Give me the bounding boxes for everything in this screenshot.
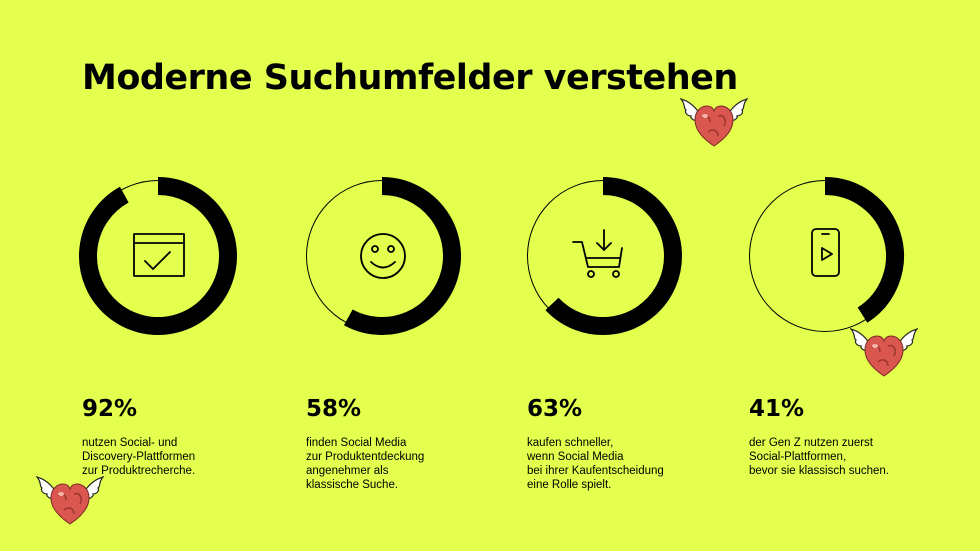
box-check-icon <box>133 233 185 277</box>
stat-description: kaufen schneller, wenn Social Media bei … <box>527 436 727 492</box>
winged-heart-icon <box>850 328 918 377</box>
donut-58 <box>306 177 461 335</box>
smiley-icon <box>360 233 406 279</box>
stat-value: 41% <box>749 396 805 422</box>
desc-line: zur Produktrecherche. <box>82 465 196 477</box>
desc-line: zur Produktentdeckung <box>306 451 425 463</box>
donut-arc <box>824 177 904 323</box>
desc-line: bevor sie klassisch suchen. <box>749 465 889 477</box>
smartphone-play-icon <box>811 228 840 277</box>
shopping-cart-download-icon <box>572 229 623 278</box>
desc-line: kaufen schneller, <box>527 437 614 449</box>
stat-value: 63% <box>527 396 583 422</box>
winged-heart-icon <box>680 98 748 147</box>
donut-41 <box>749 177 904 332</box>
desc-line: angenehmer als <box>306 465 389 477</box>
slide-title: Moderne Suchumfelder verstehen <box>82 58 738 98</box>
donut-92 <box>79 177 237 335</box>
desc-line: wenn Social Media <box>527 451 624 463</box>
winged-heart-icon <box>36 476 104 525</box>
donut-arc <box>343 177 461 335</box>
donut-63 <box>527 177 682 335</box>
stat-description: nutzen Social- und Discovery-Plattformen… <box>82 436 282 478</box>
donut-arc <box>545 177 682 335</box>
desc-line: eine Rolle spielt. <box>527 479 612 491</box>
desc-line: bei ihrer Kaufentscheidung <box>527 465 664 477</box>
desc-line: Discovery-Plattformen <box>82 451 196 463</box>
desc-line: Social-Plattformen, <box>749 451 847 463</box>
desc-line: nutzen Social- und <box>82 437 178 449</box>
stat-description: der Gen Z nutzen zuerst Social-Plattform… <box>749 436 949 478</box>
stat-description: finden Social Media zur Produktentdeckun… <box>306 436 506 492</box>
desc-line: der Gen Z nutzen zuerst <box>749 437 874 449</box>
desc-line: klassische Suche. <box>306 479 399 491</box>
stat-value: 58% <box>306 396 362 422</box>
desc-line: finden Social Media <box>306 437 407 449</box>
stat-value: 92% <box>82 396 138 422</box>
donut-arc <box>79 177 237 335</box>
